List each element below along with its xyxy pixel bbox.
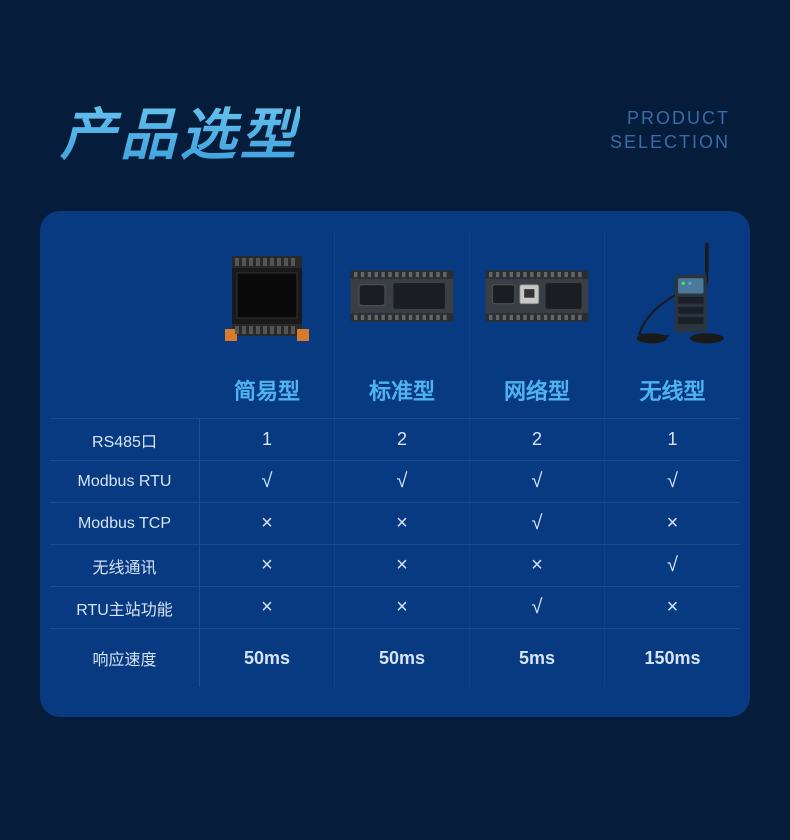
cell-mrtu-simple: √	[200, 461, 335, 503]
row-label-response: 响应速度	[50, 629, 200, 687]
module-small-icon	[207, 241, 327, 351]
module-standard-icon	[342, 241, 462, 351]
cross-icon: ×	[396, 596, 408, 619]
cell-mtcp-wireless: ×	[605, 503, 740, 545]
product-image-network	[470, 231, 605, 361]
cell-mrtu-wireless: √	[605, 461, 740, 503]
column-header-wireless: 无线型	[605, 361, 740, 419]
column-header-simple: 简易型	[200, 361, 335, 419]
cell-resp-standard: 50ms	[335, 629, 470, 687]
check-icon: √	[532, 470, 543, 493]
module-wireless-icon	[613, 241, 733, 351]
check-icon: √	[532, 512, 543, 535]
cell-resp-simple: 50ms	[200, 629, 335, 687]
column-header-network: 网络型	[470, 361, 605, 419]
cell-rm-network: √	[470, 587, 605, 629]
cross-icon: ×	[531, 554, 543, 577]
page-title-en: PRODUCT SELECTION	[610, 107, 730, 154]
column-header-standard: 标准型	[335, 361, 470, 419]
blank-type-corner	[50, 361, 200, 419]
page-header: 产品选型 PRODUCT SELECTION	[0, 0, 790, 211]
cell-rs485-wireless: 1	[605, 419, 740, 461]
product-image-wireless	[605, 231, 740, 361]
cell-mtcp-standard: ×	[335, 503, 470, 545]
row-label-rs485: RS485口	[50, 419, 200, 461]
row-label-wireless: 无线通讯	[50, 545, 200, 587]
product-image-standard	[335, 231, 470, 361]
cell-wl-simple: ×	[200, 545, 335, 587]
cell-resp-wireless: 150ms	[605, 629, 740, 687]
cell-mtcp-simple: ×	[200, 503, 335, 545]
comparison-panel: 简易型 标准型 网络型 无线型 RS485口 1 2 2 1 Modbus RT…	[40, 211, 750, 717]
check-icon: √	[667, 470, 678, 493]
cross-icon: ×	[667, 512, 679, 535]
cross-icon: ×	[396, 554, 408, 577]
cross-icon: ×	[261, 554, 273, 577]
cell-mrtu-standard: √	[335, 461, 470, 503]
cell-rs485-network: 2	[470, 419, 605, 461]
blank-corner	[50, 231, 200, 361]
page-title-cn: 产品选型	[60, 90, 300, 171]
product-image-simple	[200, 231, 335, 361]
check-icon: √	[262, 470, 273, 493]
cross-icon: ×	[261, 596, 273, 619]
comparison-table: 简易型 标准型 网络型 无线型 RS485口 1 2 2 1 Modbus RT…	[50, 231, 740, 687]
cell-wl-wireless: √	[605, 545, 740, 587]
page-title-en-line1: PRODUCT	[610, 107, 730, 130]
cell-resp-network: 5ms	[470, 629, 605, 687]
cell-rs485-standard: 2	[335, 419, 470, 461]
cell-wl-standard: ×	[335, 545, 470, 587]
cell-wl-network: ×	[470, 545, 605, 587]
cell-mrtu-network: √	[470, 461, 605, 503]
check-icon: √	[532, 596, 543, 619]
page-title-en-line2: SELECTION	[610, 131, 730, 154]
cell-rs485-simple: 1	[200, 419, 335, 461]
row-label-modbus-tcp: Modbus TCP	[50, 503, 200, 545]
check-icon: √	[667, 554, 678, 577]
cross-icon: ×	[667, 596, 679, 619]
cell-rm-simple: ×	[200, 587, 335, 629]
cross-icon: ×	[261, 512, 273, 535]
row-label-modbus-rtu: Modbus RTU	[50, 461, 200, 503]
module-network-icon	[477, 241, 597, 351]
row-label-rtu-master: RTU主站功能	[50, 587, 200, 629]
cross-icon: ×	[396, 512, 408, 535]
check-icon: √	[397, 470, 408, 493]
cell-mtcp-network: √	[470, 503, 605, 545]
cell-rm-wireless: ×	[605, 587, 740, 629]
cell-rm-standard: ×	[335, 587, 470, 629]
